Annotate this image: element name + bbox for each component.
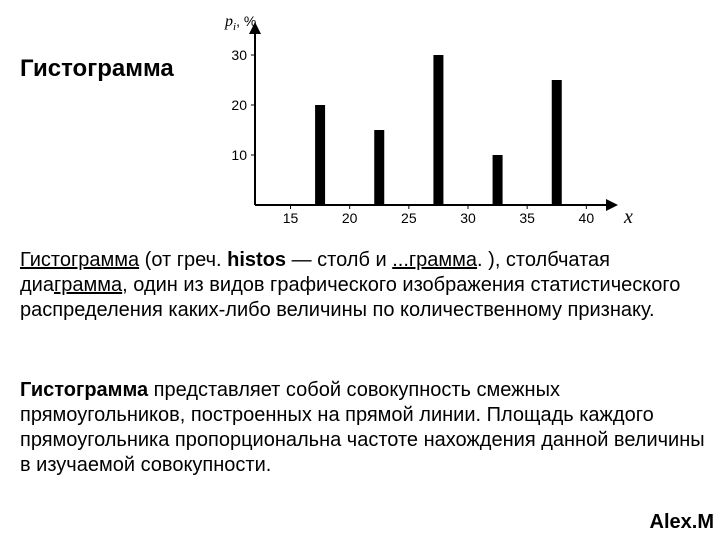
greek-gramma: ...грамма xyxy=(392,249,477,271)
term-histogram: Гистограмма xyxy=(20,249,139,271)
definition-paragraph-1: Гистограмма (от греч. histos — столб и .… xyxy=(20,248,705,323)
svg-text:30: 30 xyxy=(231,47,247,63)
svg-text:40: 40 xyxy=(579,210,595,226)
svg-text:35: 35 xyxy=(519,210,535,226)
slide-title: Гистограмма xyxy=(20,55,174,83)
p1-text-1: (от греч. xyxy=(139,249,227,271)
histogram-chart: 10 20 30 15 20 25 30 35 40 pi, % x xyxy=(200,10,640,235)
svg-text:20: 20 xyxy=(342,210,358,226)
p1-text-2: — столб и xyxy=(286,249,392,271)
greek-histos: histos xyxy=(227,249,286,271)
svg-text:pi, %: pi, % xyxy=(224,13,256,33)
svg-text:10: 10 xyxy=(231,147,247,163)
gramma-frag: грамма xyxy=(54,274,122,296)
svg-text:15: 15 xyxy=(283,210,299,226)
svg-text:25: 25 xyxy=(401,210,417,226)
term-histogram-2: Гистограмма xyxy=(20,379,148,401)
svg-text:x: x xyxy=(623,206,633,228)
svg-text:20: 20 xyxy=(231,97,247,113)
definition-paragraph-2: Гистограмма представляет собой совокупно… xyxy=(20,378,705,478)
chart-svg: 10 20 30 15 20 25 30 35 40 pi, % x xyxy=(200,10,640,235)
author-byline: Alex.M xyxy=(650,511,714,534)
svg-text:30: 30 xyxy=(460,210,476,226)
